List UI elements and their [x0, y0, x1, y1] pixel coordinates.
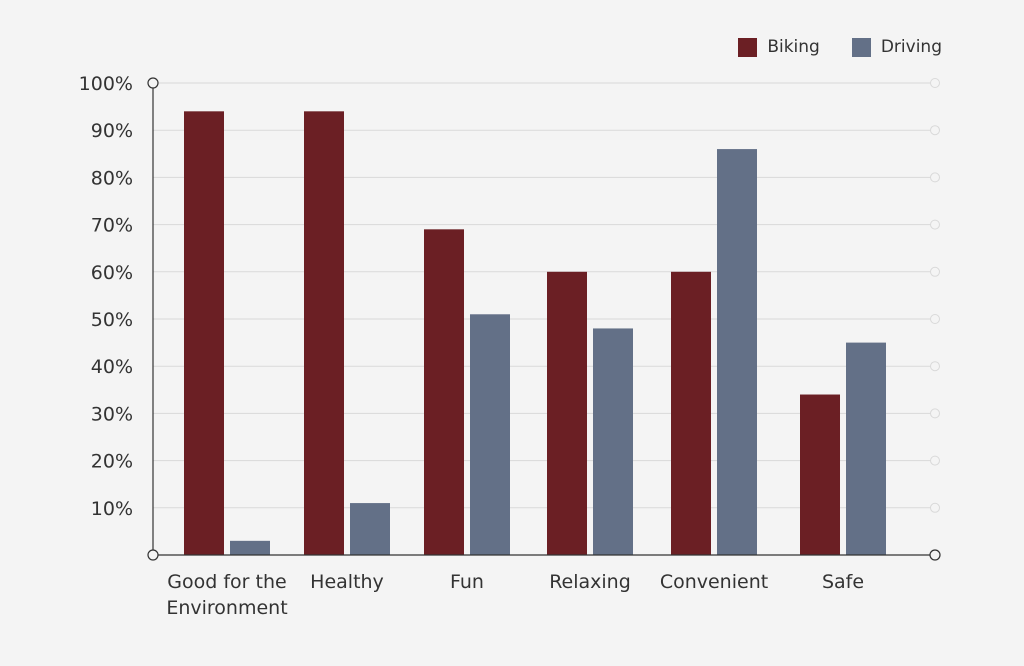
legend-item-biking: Biking	[738, 37, 820, 57]
legend-item-driving: Driving	[851, 37, 942, 57]
bars	[184, 111, 886, 555]
x-tick-label: Healthy	[310, 571, 384, 593]
x-tick-label: Safe	[822, 571, 864, 593]
gridline-endpoint	[930, 172, 940, 183]
gridline-endpoint	[930, 408, 940, 419]
bar-driving	[846, 342, 886, 555]
y-tick-label: 80%	[91, 167, 133, 189]
bar-driving	[717, 149, 757, 555]
axis-origin-endpoint	[147, 549, 159, 561]
bar-biking	[304, 111, 344, 555]
gridline-endpoint	[930, 125, 940, 136]
y-axis-top-endpoint	[147, 77, 159, 89]
x-tick-label: Good for the	[167, 571, 286, 593]
bar-driving	[230, 540, 270, 555]
x-tick-label: Environment	[166, 597, 287, 619]
gridline-endpoint	[930, 78, 940, 88]
legend: Biking Driving	[738, 37, 942, 57]
x-tick-label: Relaxing	[549, 571, 631, 593]
y-tick-label: 50%	[91, 309, 133, 331]
bar-biking	[671, 271, 711, 555]
legend-swatch-driving	[851, 37, 871, 57]
bar-driving	[470, 314, 510, 555]
legend-swatch-biking	[738, 37, 758, 57]
gridlines	[153, 78, 940, 513]
x-tick-label: Fun	[450, 571, 484, 593]
x-tick-label: Convenient	[660, 571, 768, 593]
y-tick-label: 70%	[91, 215, 133, 237]
tick-labels: 100% 90% 80% 70% 60% 50% 40% 30% 20% 10% Good for …	[79, 73, 864, 619]
bar-driving	[593, 328, 633, 555]
axes	[147, 77, 941, 561]
gridline-endpoint	[930, 219, 940, 230]
legend-label-driving: Driving	[880, 37, 942, 57]
bar-biking	[424, 229, 464, 555]
y-tick-label: 90%	[91, 120, 133, 142]
bar-biking	[184, 111, 224, 555]
legend-label-biking: Biking	[767, 37, 820, 57]
y-tick-label: 100%	[79, 73, 133, 95]
y-tick-label: 30%	[91, 403, 133, 425]
y-tick-label: 20%	[91, 451, 133, 473]
y-tick-label: 10%	[91, 498, 133, 520]
gridline-endpoint	[930, 266, 940, 277]
y-tick-label: 40%	[91, 356, 133, 378]
gridline-endpoint	[930, 361, 940, 372]
bar-biking	[800, 394, 840, 555]
gridline-endpoint	[930, 502, 940, 513]
x-axis-right-endpoint	[929, 549, 941, 561]
bar-driving	[350, 503, 390, 555]
gridline-endpoint	[930, 455, 940, 466]
bar-biking	[547, 271, 587, 555]
gridline-endpoint	[930, 314, 940, 324]
y-tick-label: 60%	[91, 262, 133, 284]
